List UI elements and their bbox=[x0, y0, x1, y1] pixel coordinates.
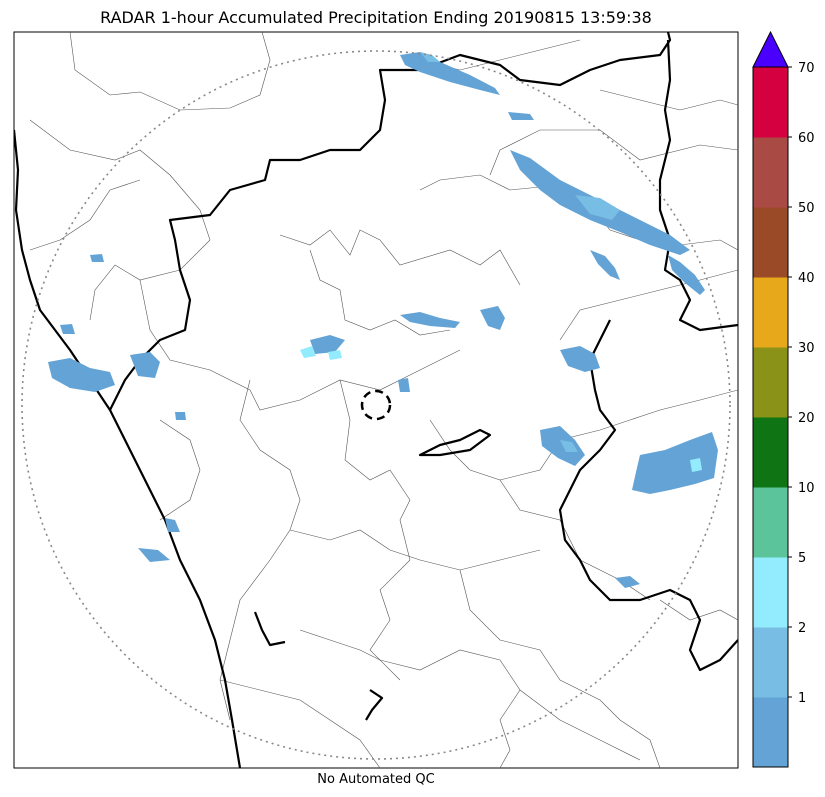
colorbar-tick-label: 1 bbox=[798, 691, 806, 706]
colorbar-extend-arrow bbox=[752, 30, 789, 68]
colorbar-bin bbox=[753, 697, 788, 768]
map-title: RADAR 1-hour Accumulated Precipitation E… bbox=[100, 8, 652, 27]
map-frame bbox=[13, 31, 739, 769]
colorbar-tick-label: 10 bbox=[798, 481, 815, 496]
colorbar-tick-label: 30 bbox=[798, 341, 815, 356]
range-ring bbox=[21, 50, 731, 760]
colorbar: 1 2 5 10 20 30 40 50 60 70 bbox=[752, 30, 815, 768]
colorbar-bin bbox=[753, 277, 788, 348]
colorbar-bin bbox=[753, 627, 788, 698]
colorbar-bin bbox=[753, 347, 788, 418]
colorbar-tick-label: 2 bbox=[798, 621, 806, 636]
colorbar-tick-label: 40 bbox=[798, 271, 815, 286]
qc-note: No Automated QC bbox=[317, 772, 435, 787]
colorbar-bin bbox=[753, 207, 788, 278]
colorbar-tick-label: 70 bbox=[798, 61, 815, 76]
precip-patches bbox=[48, 52, 718, 588]
colorbar-tick-label: 5 bbox=[798, 551, 806, 566]
colorbar-bin bbox=[753, 137, 788, 208]
colorbar-tick-label: 60 bbox=[798, 131, 815, 146]
precip-moderate-cells bbox=[300, 346, 702, 472]
district-boundaries bbox=[29, 32, 738, 768]
colorbar-bin bbox=[753, 557, 788, 628]
radar-site-marker bbox=[360, 389, 392, 421]
colorbar-bin bbox=[753, 67, 788, 138]
colorbar-bin bbox=[753, 487, 788, 558]
colorbar-bin bbox=[753, 417, 788, 488]
colorbar-tick-label: 50 bbox=[798, 201, 815, 216]
colorbar-tick-label: 20 bbox=[798, 411, 815, 426]
